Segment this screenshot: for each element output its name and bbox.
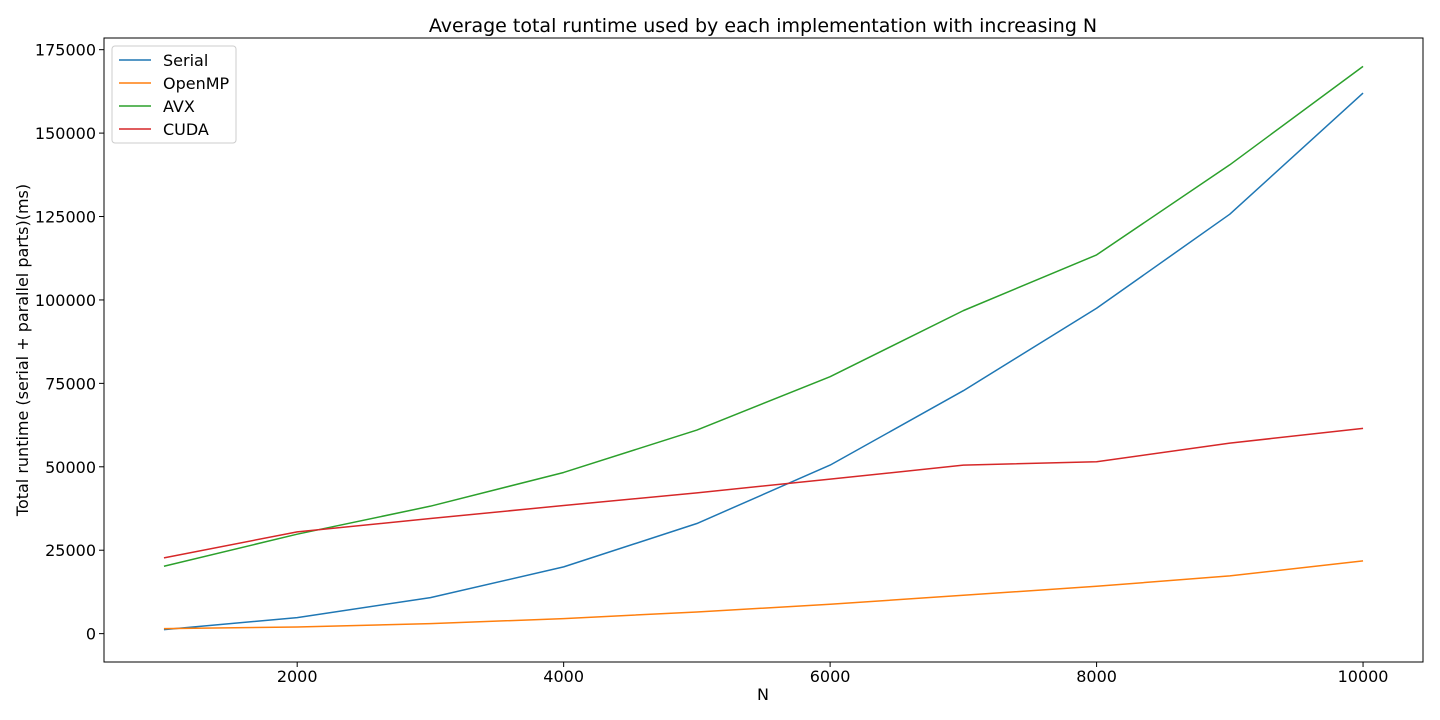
legend-label-openmp: OpenMP xyxy=(163,74,230,93)
legend-label-serial: Serial xyxy=(163,51,208,70)
x-tick-label: 10000 xyxy=(1338,667,1389,686)
series-line-cuda xyxy=(163,427,1364,559)
series-line-openmp xyxy=(163,560,1364,630)
y-tick-label: 125000 xyxy=(35,208,96,227)
legend-label-avx: AVX xyxy=(163,97,195,116)
y-tick-label: 0 xyxy=(86,625,96,644)
legend: Serial OpenMP AVX CUDA xyxy=(111,45,237,144)
legend-box xyxy=(111,45,237,144)
chart-title: Average total runtime used by each imple… xyxy=(429,15,1097,37)
series-line-avx xyxy=(163,65,1364,567)
y-tick-label: 25000 xyxy=(45,541,96,560)
y-tick-label: 50000 xyxy=(45,458,96,477)
y-axis-label: Total runtime (serial + parallel parts)(… xyxy=(13,184,32,517)
x-tick-label: 6000 xyxy=(810,667,851,686)
y-tick-label: 175000 xyxy=(35,41,96,60)
x-tick-label: 2000 xyxy=(277,667,318,686)
y-tick-label: 100000 xyxy=(35,291,96,310)
legend-label-cuda: CUDA xyxy=(163,120,209,139)
x-tick-label: 8000 xyxy=(1076,667,1117,686)
series-line-serial xyxy=(163,92,1364,631)
y-tick-label: 150000 xyxy=(35,124,96,143)
y-tick-label: 75000 xyxy=(45,374,96,393)
x-tick-label: 4000 xyxy=(543,667,584,686)
x-axis-label: N xyxy=(757,685,769,704)
plot-frame xyxy=(103,37,1424,663)
